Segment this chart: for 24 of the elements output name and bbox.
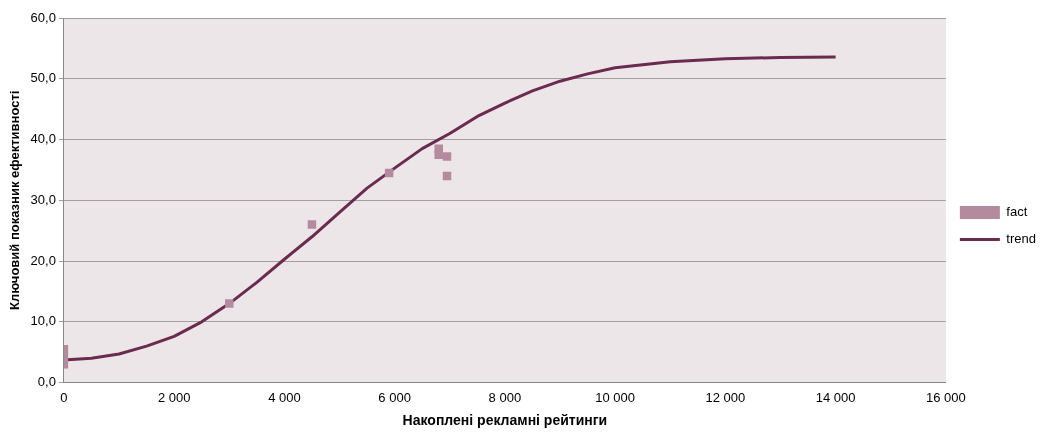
x-tick-label: 0 — [60, 389, 68, 405]
point — [434, 150, 443, 159]
x-tick-label: 8 000 — [488, 389, 522, 405]
legend-label: trend — [1006, 231, 1037, 247]
x-tick-label: 12 000 — [705, 389, 746, 405]
x-tick-label: 4 000 — [268, 389, 301, 405]
legend-label: fact — [1006, 204, 1028, 220]
y-tick-label: 0,0 — [37, 374, 56, 390]
x-tick-label: 6 000 — [378, 389, 411, 405]
y-tick-label: 30,0 — [30, 191, 56, 207]
y-tick-label: 40,0 — [30, 131, 56, 147]
y-tick-label: 60,0 — [30, 9, 56, 25]
x-tick-label: 10 000 — [595, 389, 636, 405]
y-axis-title: Ключовий показник ефективності — [7, 90, 23, 310]
point — [442, 152, 452, 161]
y-tick-label: 20,0 — [30, 252, 56, 268]
x-axis-title: Накоплені рекламні рейтинги — [402, 412, 608, 429]
point — [307, 220, 317, 229]
point — [225, 299, 234, 308]
y-tick-label: 10,0 — [30, 313, 56, 329]
x-tick-label: 14 000 — [815, 389, 856, 405]
x-tick-label: 16 000 — [925, 389, 966, 405]
x-tick-label: 2 000 — [157, 389, 191, 405]
y-tick-label: 50,0 — [30, 70, 56, 86]
